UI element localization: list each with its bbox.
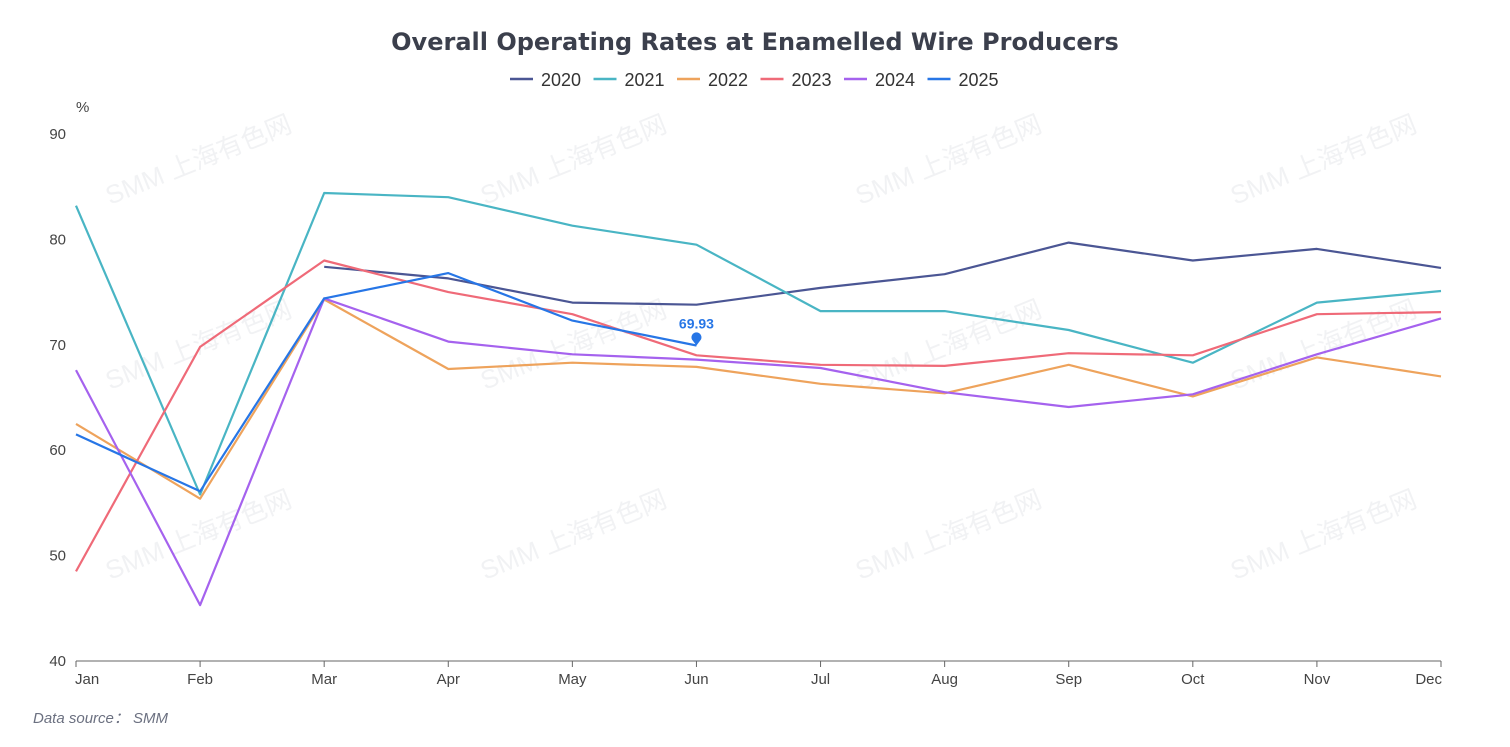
x-tick-label: Jul <box>811 671 830 688</box>
series-line-2021 <box>74 191 1442 496</box>
data-source-note: Data source： SMM <box>33 710 169 727</box>
series-layer <box>74 191 1442 607</box>
series-line-2023 <box>75 259 1442 572</box>
watermark-text: SMM 上海有色网 <box>101 109 296 211</box>
y-axis: 40 50 60 70 80 90 <box>49 126 66 670</box>
watermark-text: SMM 上海有色网 <box>101 294 296 396</box>
x-tick-label: Nov <box>1304 671 1331 688</box>
x-tick-label: Dec <box>1415 671 1442 688</box>
watermark-text: SMM 上海有色网 <box>851 484 1046 586</box>
watermark-text: SMM 上海有色网 <box>851 109 1046 211</box>
annotation-layer: 69.93 <box>679 316 714 346</box>
series-line-2020 <box>324 241 1442 306</box>
y-tick-label: 80 <box>49 231 66 248</box>
y-axis-unit: % <box>76 99 89 116</box>
chart-title: Overall Operating Rates at Enamelled Wir… <box>391 28 1119 56</box>
watermark-text: SMM 上海有色网 <box>1226 484 1421 586</box>
x-tick-label: Aug <box>931 671 958 688</box>
legend-label-2024: 2024 <box>875 70 915 90</box>
watermark-text: SMM 上海有色网 <box>476 109 671 211</box>
y-tick-label: 50 <box>49 548 66 565</box>
x-tick-label: Sep <box>1055 671 1082 688</box>
legend-label-2020: 2020 <box>541 70 581 90</box>
series-line-2024 <box>75 297 1442 607</box>
legend-label-2023: 2023 <box>792 70 832 90</box>
data-label-2025-Jun: 69.93 <box>679 316 714 332</box>
legend-label-2025: 2025 <box>959 70 999 90</box>
watermark-text: SMM 上海有色网 <box>1226 294 1421 396</box>
watermark-text: SMM 上海有色网 <box>476 484 671 586</box>
x-tick-label: Jan <box>75 671 99 688</box>
x-tick-label: Jun <box>684 671 708 688</box>
legend-label-2021: 2021 <box>625 70 665 90</box>
legend: 2020 2021 2022 2023 2024 2025 <box>510 70 999 90</box>
y-tick-label: 40 <box>49 653 66 670</box>
y-tick-label: 70 <box>49 337 66 354</box>
x-tick-label: May <box>558 671 587 688</box>
series-line-2025 <box>75 272 697 493</box>
x-tick-label: Oct <box>1181 671 1205 688</box>
watermark-text: SMM 上海有色网 <box>476 294 671 396</box>
series-line-2022 <box>75 298 1442 500</box>
x-tick-label: Mar <box>311 671 337 688</box>
x-tick-label: Apr <box>437 671 460 688</box>
watermark-text: SMM 上海有色网 <box>1226 109 1421 211</box>
legend-label-2022: 2022 <box>708 70 748 90</box>
x-axis: Jan Feb Mar Apr May Jun Jul Aug Sep Oct Nov Dec <box>75 661 1442 688</box>
y-tick-label: 90 <box>49 126 66 143</box>
y-tick-label: 60 <box>49 442 66 459</box>
x-tick-label: Feb <box>187 671 213 688</box>
annotation-marker-2025 <box>691 332 702 346</box>
